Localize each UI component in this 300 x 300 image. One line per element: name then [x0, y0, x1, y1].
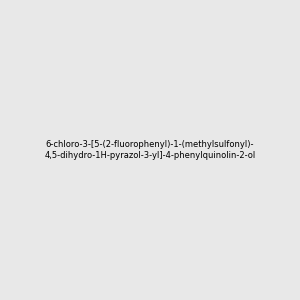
Text: 6-chloro-3-[5-(2-fluorophenyl)-1-(methylsulfonyl)-
4,5-dihydro-1H-pyrazol-3-yl]-: 6-chloro-3-[5-(2-fluorophenyl)-1-(methyl…: [44, 140, 256, 160]
